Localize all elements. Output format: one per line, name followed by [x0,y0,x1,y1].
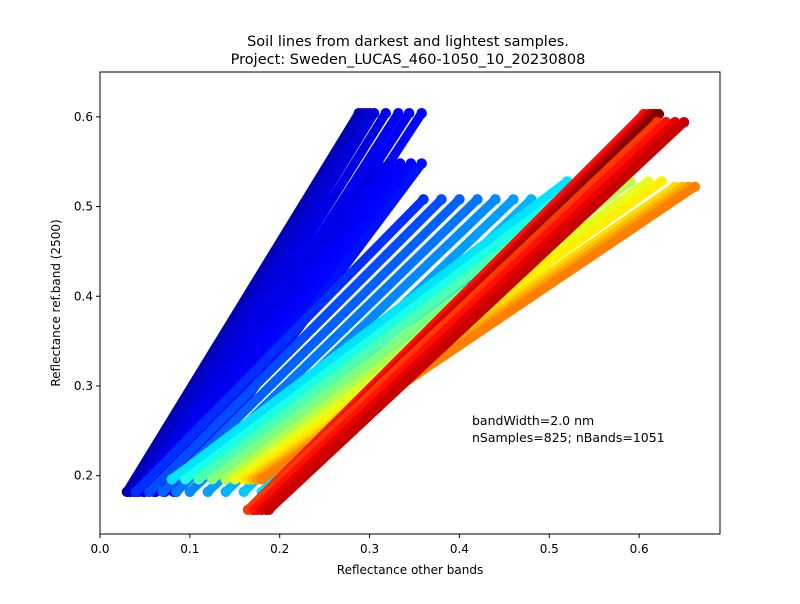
darkest-sample-marker [202,486,214,498]
darkest-sample-marker [193,474,205,485]
x-tick-label: 0.5 [540,542,559,556]
annotation-samples-bands: nSamples=825; nBands=1051 [472,430,665,445]
y-tick-label: 0.5 [74,200,93,214]
plot-frame [99,71,721,535]
lightest-sample-marker [454,194,465,205]
y-tick-label: 0.6 [74,110,93,124]
darkest-sample-marker [144,486,155,498]
darkest-sample-marker [157,486,169,498]
darkest-sample-marker [130,486,142,498]
lightest-sample-marker [393,108,404,119]
lightest-sample-marker [472,194,483,205]
lightest-sample-marker [394,158,406,169]
x-tick-label: 0.0 [90,542,109,556]
lightest-sample-marker [656,176,667,187]
lightest-sample-marker [384,158,395,169]
annotation-bandwidth: bandWidth=2.0 nm [472,413,594,428]
lightest-sample-marker [490,194,501,205]
lightest-sample-marker [508,194,519,205]
y-axis-ticks: 0.2 0.3 0.4 0.5 0.6 [74,110,100,483]
soil-line-band-3-2 [144,194,446,497]
lightest-sample-marker [416,158,427,169]
soil-line-band-3-3 [158,194,464,497]
darkest-sample-marker [184,486,196,498]
x-tick-label: 0.3 [360,542,379,556]
darkest-sample-marker [256,474,267,485]
soil-line-band-4-1 [167,176,572,484]
y-axis-label: Reflectance ref.band (2500) [49,219,63,386]
lightest-sample-marker [373,158,384,169]
darkest-sample-marker [180,474,191,485]
lightest-sample-marker [689,181,701,193]
lightest-sample-marker [403,108,415,119]
darkest-sample-marker [263,504,275,516]
darkest-sample-marker [220,486,232,498]
x-axis-label: Reflectance other bands [337,563,483,577]
darkest-sample-marker [238,486,250,498]
soil-line-band-3-1 [131,194,428,497]
darkest-sample-marker [166,474,178,485]
lightest-sample-marker [405,158,417,169]
x-axis-ticks: 0.0 0.1 0.2 0.3 0.4 0.5 0.6 [90,534,649,556]
soil-line-group-7 [243,116,690,516]
x-tick-label: 0.6 [630,542,649,556]
lightest-sample-marker [380,108,391,119]
y-tick-label: 0.2 [74,469,93,483]
lightest-sample-marker [368,108,380,119]
chart-title-line-2: Project: Sweden_LUCAS_460-1050_10_202308… [231,52,586,68]
lightest-sample-marker [678,116,690,128]
x-tick-label: 0.1 [180,542,199,556]
plot-marks [121,108,701,516]
soil-line-band-7-4 [264,117,689,515]
soil-line-band-7-2 [250,117,671,515]
chart-title-line-1: Soil lines from darkest and lightest sam… [247,34,569,50]
lightest-sample-marker [418,194,429,205]
x-tick-label: 0.2 [270,542,289,556]
darkest-sample-marker [207,474,218,485]
soil-line-band-4-2 [180,176,586,484]
soil-line-band-7-1 [243,117,662,515]
soil-line-band-2-1 [131,159,384,497]
lightest-sample-marker [416,108,427,119]
lightest-sample-marker [436,194,447,205]
soil-line-band-7-3 [257,117,680,515]
x-tick-label: 0.4 [450,542,469,556]
darkest-sample-marker [171,486,182,498]
y-tick-label: 0.3 [74,379,93,393]
y-tick-label: 0.4 [74,289,93,303]
